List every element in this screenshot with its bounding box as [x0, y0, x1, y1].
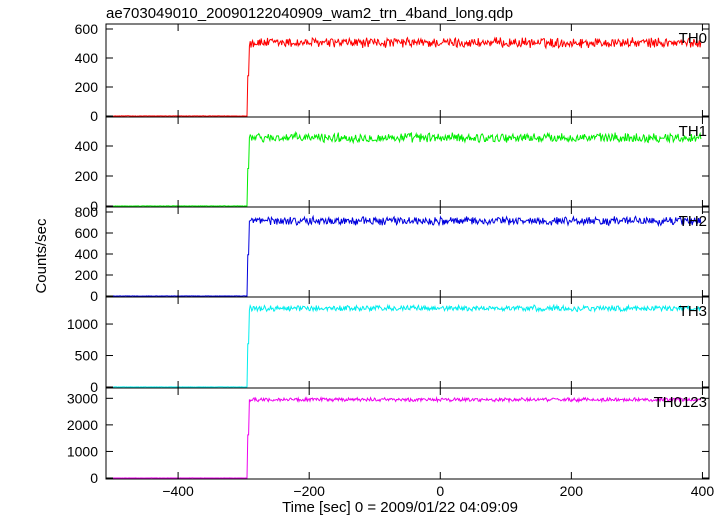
series-line-th3 — [112, 303, 702, 388]
y-tick-label: 1000 — [67, 316, 98, 332]
x-tick-label: 400 — [691, 483, 715, 499]
panel-frame — [105, 116, 710, 208]
y-tick-label: 0 — [90, 198, 98, 214]
y-tick-label: 3000 — [67, 390, 98, 406]
series-line-th2 — [112, 214, 702, 297]
y-tick-label: 0 — [90, 379, 98, 395]
y-tick-label: 600 — [75, 21, 99, 37]
y-tick-label: 1000 — [67, 443, 98, 459]
y-tick-label: 400 — [75, 50, 99, 66]
y-tick-label: 800 — [75, 204, 99, 220]
x-tick-label: −400 — [162, 483, 194, 499]
y-axis-label: Counts/sec — [33, 218, 50, 294]
x-tick-label: −200 — [293, 483, 325, 499]
y-tick-label: 0 — [90, 470, 98, 486]
y-tick-label: 0 — [90, 288, 98, 304]
panel-label-th0: TH0 — [679, 30, 707, 47]
series-line-th0 — [112, 36, 702, 117]
y-tick-label: 400 — [75, 246, 99, 262]
panel-th1: 0 200 400 TH1 — [75, 116, 710, 214]
y-tick-label: 600 — [75, 225, 99, 241]
panel-frame — [105, 387, 710, 480]
series-line-th1 — [112, 131, 702, 207]
x-tick-label: 200 — [560, 483, 584, 499]
panel-th0: 0 200 400 600 TH0 — [75, 21, 710, 124]
panel-label-th2: TH2 — [679, 213, 707, 230]
series-line-th0123 — [112, 395, 702, 479]
y-tick-label: 2000 — [67, 417, 98, 433]
x-axis: −400 −200 0 200 400 — [162, 483, 714, 499]
panel-th3: 0 500 1000 TH3 — [67, 296, 710, 395]
panel-label-th0123: TH0123 — [654, 394, 707, 411]
y-tick-label: 400 — [75, 138, 99, 154]
y-tick-label: 500 — [75, 348, 99, 364]
y-tick-label: 200 — [75, 267, 99, 283]
panel-th0123: 0 1000 2000 3000 TH0123 — [67, 387, 710, 486]
panel-th2: 0 200 400 600 800 TH2 — [75, 204, 710, 304]
panel-label-th3: TH3 — [679, 303, 707, 320]
x-axis-label: Time [sec] 0 = 2009/01/22 04:09:09 — [282, 499, 518, 516]
y-tick-label: 0 — [90, 108, 98, 124]
panel-frame — [105, 296, 710, 389]
chart-title: ae703049010_20090122040909_wam2_trn_4ban… — [106, 5, 513, 22]
x-tick-label: 0 — [436, 483, 444, 499]
panel-label-th1: TH1 — [679, 123, 707, 140]
panels-layer: 0200400600TH00200400TH10200400600800TH20… — [67, 21, 710, 486]
y-tick-label: 200 — [75, 79, 99, 95]
y-tick-label: 200 — [75, 168, 99, 184]
